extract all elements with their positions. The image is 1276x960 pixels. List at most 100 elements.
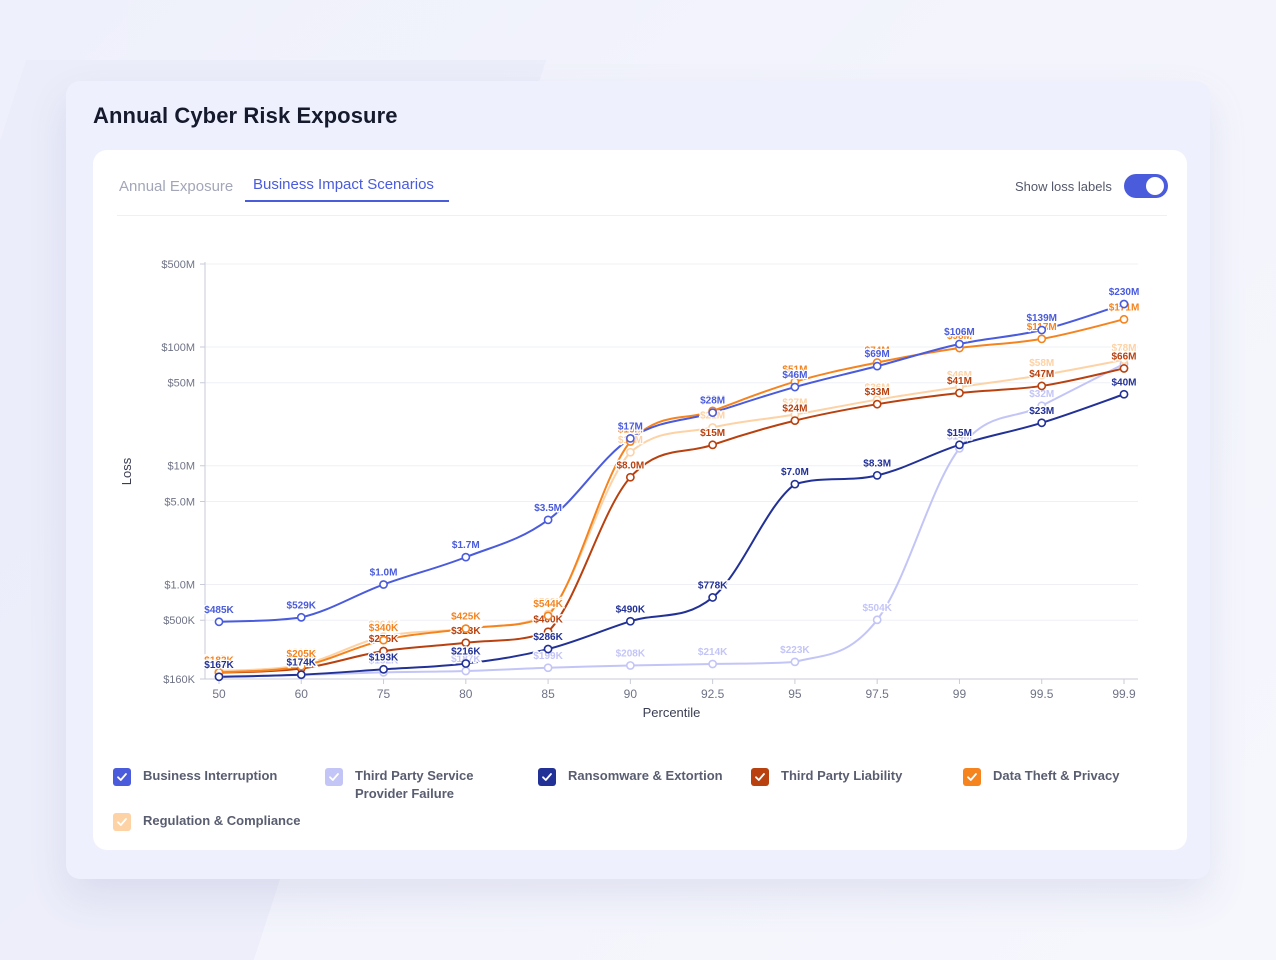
- x-axis-title: Percentile: [643, 705, 701, 720]
- data-label-regulation-and-compliance: $187K: [204, 654, 234, 665]
- legend-checkbox-ransomware[interactable]: [538, 768, 556, 786]
- data-label-third-party-service-provider-failure: $214K: [698, 647, 728, 658]
- data-label-third-party-service-provider-failure: $208K: [616, 648, 646, 659]
- data-point-data-theft-and-privacy: [379, 635, 388, 645]
- data-label-ransomware-and-extortion: $286K: [533, 632, 563, 643]
- x-tick-label: 85: [541, 687, 555, 701]
- y-tick-label: $500K: [163, 615, 195, 627]
- data-label-data-theft-and-privacy: $74M: [865, 346, 890, 357]
- legend-checkbox-data-theft[interactable]: [963, 768, 981, 786]
- data-point-third-party-liability: [1119, 364, 1129, 373]
- y-tick-label: $500M: [161, 259, 195, 271]
- legend-label-data-theft: Data Theft & Privacy: [993, 768, 1120, 783]
- data-point-ransomware-and-extortion: [872, 470, 882, 480]
- data-point-data-theft-and-privacy: [543, 611, 553, 621]
- data-label-data-theft-and-privacy: $51M: [782, 365, 807, 376]
- data-label-third-party-liability: $8.0M: [616, 460, 644, 471]
- data-label-third-party-liability: $33M: [865, 387, 890, 398]
- x-tick-label: 92.5: [701, 687, 725, 701]
- data-label-third-party-service-provider-failure: $168K: [204, 659, 234, 670]
- toggle-knob: [1146, 177, 1164, 195]
- data-label-business-interruption: $139M: [1026, 313, 1057, 324]
- legend-item-ransomware[interactable]: Ransomware & Extortion: [538, 767, 723, 786]
- legend-checkbox-regulation[interactable]: [113, 813, 131, 831]
- data-point-third-party-liability: [379, 646, 388, 656]
- tab-business-impact-scenarios[interactable]: Business Impact Scenarios: [253, 176, 434, 193]
- data-point-regulation-and-compliance: [625, 447, 635, 457]
- x-tick-label: 50: [212, 687, 226, 701]
- data-label-third-party-liability: $15M: [700, 428, 725, 439]
- data-point-third-party-liability: [625, 472, 635, 482]
- data-label-data-theft-and-privacy: $182K: [204, 655, 234, 666]
- data-point-business-interruption: [872, 361, 882, 371]
- legend-item-business-interruption[interactable]: Business Interruption: [113, 767, 277, 786]
- series-line-data-theft-and-privacy: [218, 318, 1125, 674]
- x-tick-label: 97.5: [866, 687, 890, 701]
- legend-item-third-party-liability[interactable]: Third Party Liability: [751, 767, 902, 786]
- data-label-business-interruption: $529K: [287, 600, 317, 611]
- data-point-business-interruption: [214, 617, 224, 627]
- data-label-ransomware-and-extortion: $8.3M: [863, 458, 891, 469]
- series-line-regulation-and-compliance: [218, 358, 1125, 672]
- data-point-regulation-and-compliance: [1119, 355, 1129, 365]
- data-point-business-interruption: [1119, 299, 1129, 309]
- data-point-third-party-service-provider-failure: [625, 661, 635, 670]
- legend-checkbox-third-party-service[interactable]: [325, 768, 343, 786]
- data-label-regulation-and-compliance: $562K: [533, 597, 563, 608]
- data-point-data-theft-and-privacy: [296, 661, 306, 671]
- legend-item-third-party-service[interactable]: Third Party Service Provider Failure: [325, 767, 474, 803]
- data-point-third-party-liability: [708, 440, 718, 450]
- data-label-third-party-service-provider-failure: $14M: [947, 431, 972, 442]
- data-label-data-theft-and-privacy: $340K: [369, 623, 399, 634]
- data-label-ransomware-and-extortion: $778K: [698, 580, 728, 591]
- data-point-third-party-service-provider-failure: [790, 657, 800, 667]
- legend-label-third-party-service-line1: Third Party Service: [355, 768, 474, 783]
- data-label-ransomware-and-extortion: $23M: [1029, 406, 1054, 417]
- data-label-ransomware-and-extortion: $490K: [616, 604, 646, 615]
- series-line-business-interruption: [218, 303, 1125, 623]
- series-line-third-party-liability: [218, 367, 1125, 674]
- data-label-ransomware-and-extortion: $167K: [204, 660, 234, 671]
- data-label-business-interruption: $3.5M: [534, 503, 562, 514]
- legend-checkbox-business-interruption[interactable]: [113, 768, 131, 786]
- data-label-third-party-service-provider-failure: $182K: [369, 655, 399, 666]
- y-tick-label: $10M: [167, 461, 195, 473]
- data-label-business-interruption: $1.7M: [452, 540, 480, 551]
- data-label-ransomware-and-extortion: $193K: [369, 652, 399, 663]
- data-label-third-party-liability: $66M: [1111, 351, 1136, 362]
- data-point-data-theft-and-privacy: [461, 624, 471, 634]
- legend-item-data-theft[interactable]: Data Theft & Privacy: [963, 767, 1119, 786]
- data-point-ransomware-and-extortion: [955, 440, 964, 450]
- data-point-business-interruption: [296, 612, 306, 622]
- checkmark-icon: [329, 773, 339, 781]
- y-tick-label: $160K: [163, 674, 195, 686]
- legend-item-regulation[interactable]: Regulation & Compliance: [113, 812, 300, 831]
- data-label-data-theft-and-privacy: $205K: [287, 649, 317, 660]
- x-tick-label: 75: [377, 687, 391, 701]
- data-point-data-theft-and-privacy: [1119, 314, 1129, 324]
- data-label-third-party-liability: $24M: [782, 404, 807, 415]
- data-point-business-interruption: [1037, 325, 1047, 335]
- data-point-business-interruption: [379, 580, 388, 589]
- checkmark-icon: [117, 818, 127, 826]
- data-label-data-theft-and-privacy: $29M: [700, 394, 725, 405]
- data-label-data-theft-and-privacy: $544K: [533, 599, 563, 610]
- data-label-regulation-and-compliance: $58M: [1029, 358, 1054, 369]
- x-tick-label: 80: [459, 687, 473, 701]
- tab-annual-exposure[interactable]: Annual Exposure: [119, 178, 234, 195]
- data-point-third-party-service-provider-failure: [1037, 401, 1047, 411]
- data-label-business-interruption: $17M: [618, 421, 643, 432]
- legend-checkbox-third-party-liability[interactable]: [751, 768, 769, 786]
- x-tick-label: 99: [953, 687, 967, 701]
- data-point-third-party-service-provider-failure: [543, 663, 553, 673]
- data-label-ransomware-and-extortion: $7.0M: [781, 467, 809, 478]
- data-point-business-interruption: [543, 515, 553, 525]
- data-point-business-interruption: [708, 408, 718, 418]
- x-tick-label: 60: [295, 687, 309, 701]
- y-tick-label: $5.0M: [164, 496, 195, 508]
- data-label-business-interruption: $69M: [865, 349, 890, 360]
- loss-labels-toggle[interactable]: [1124, 174, 1168, 198]
- chart-card: Annual Exposure Business Impact Scenario…: [93, 150, 1187, 850]
- data-label-data-theft-and-privacy: $16M: [618, 425, 643, 436]
- legend-label-third-party-service: Third Party Service Provider Failure: [355, 767, 474, 803]
